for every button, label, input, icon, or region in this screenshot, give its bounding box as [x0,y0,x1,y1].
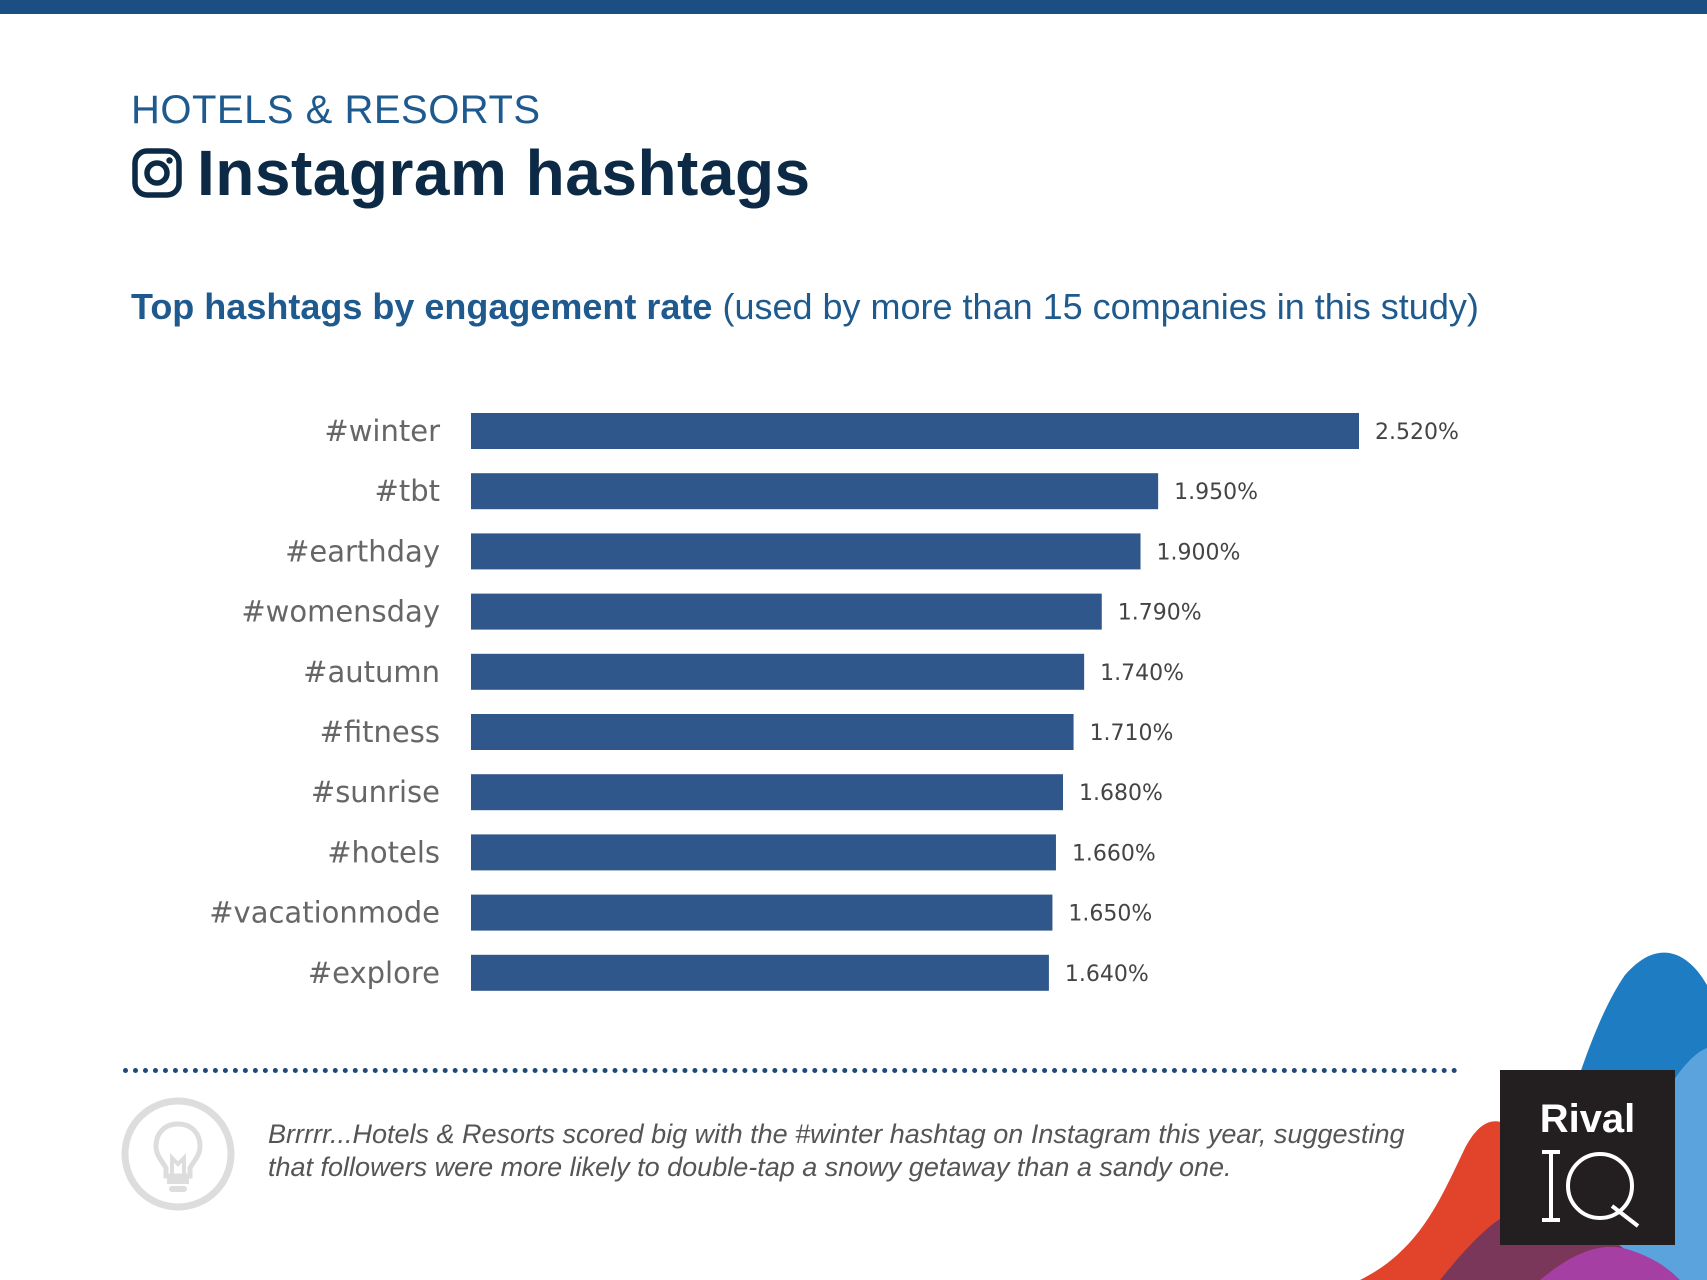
title-row: Instagram hashtags [131,136,811,210]
bar-sunrise [471,774,1063,811]
bar-vacationmode [471,894,1053,931]
bar-hotels [471,834,1056,871]
category-label-fitness: #fitness [320,715,440,749]
bar-winter [471,413,1359,449]
category-label-explore: #explore [308,956,440,990]
value-label-vacationmode: 1.650% [1068,902,1152,927]
category-label-autumn: #autumn [303,655,440,689]
rival-iq-logo: Rival [1500,1070,1675,1245]
instagram-icon [132,148,182,198]
value-label-sunrise: 1.680% [1079,781,1163,806]
value-label-womensday: 1.790% [1118,601,1202,626]
category-label-sunrise: #sunrise [311,775,440,809]
logo-word: Rival [1539,1097,1636,1141]
divider [123,1068,1458,1073]
value-label-autumn: 1.740% [1100,661,1184,686]
insight-text: Brrrrr...Hotels & Resorts scored big wit… [268,1119,1405,1182]
category-label-vacationmode: #vacationmode [209,896,440,930]
value-label-fitness: 1.710% [1090,721,1174,746]
bar-fitness [471,714,1074,750]
chart-subtitle: Top hashtags by engagement rate (used by… [131,286,1479,328]
bar-earthday [471,533,1141,570]
value-label-explore: 1.640% [1065,962,1149,987]
value-label-hotels: 1.660% [1072,841,1156,866]
bar-autumn [471,653,1085,690]
category-label-earthday: #earthday [285,534,440,568]
subtitle-bold: Top hashtags by engagement rate [131,286,713,327]
bar-tbt [471,473,1159,510]
page-title: Instagram hashtags [197,137,811,209]
hashtag-bar-chart: #winter 2.520% #tbt 1.950% #earthday 1.900% #w… [209,413,1459,991]
category-label-hotels: #hotels [327,835,440,869]
category-label: HOTELS & RESORTS [131,88,541,132]
category-label-winter: #winter [324,414,440,448]
subtitle-rest: (used by more than 15 companies in this … [712,286,1479,327]
logo-iq-mark [1542,1150,1640,1228]
value-label-winter: 2.520% [1375,420,1459,445]
top-accent-bar [0,0,1707,14]
bar-womensday [471,593,1102,630]
value-label-earthday: 1.900% [1157,540,1241,565]
category-label-tbt: #tbt [375,474,440,508]
bar-explore [471,954,1049,991]
lightbulb-icon [121,1097,235,1211]
value-label-tbt: 1.950% [1174,480,1258,505]
category-label-womensday: #womensday [241,595,440,629]
